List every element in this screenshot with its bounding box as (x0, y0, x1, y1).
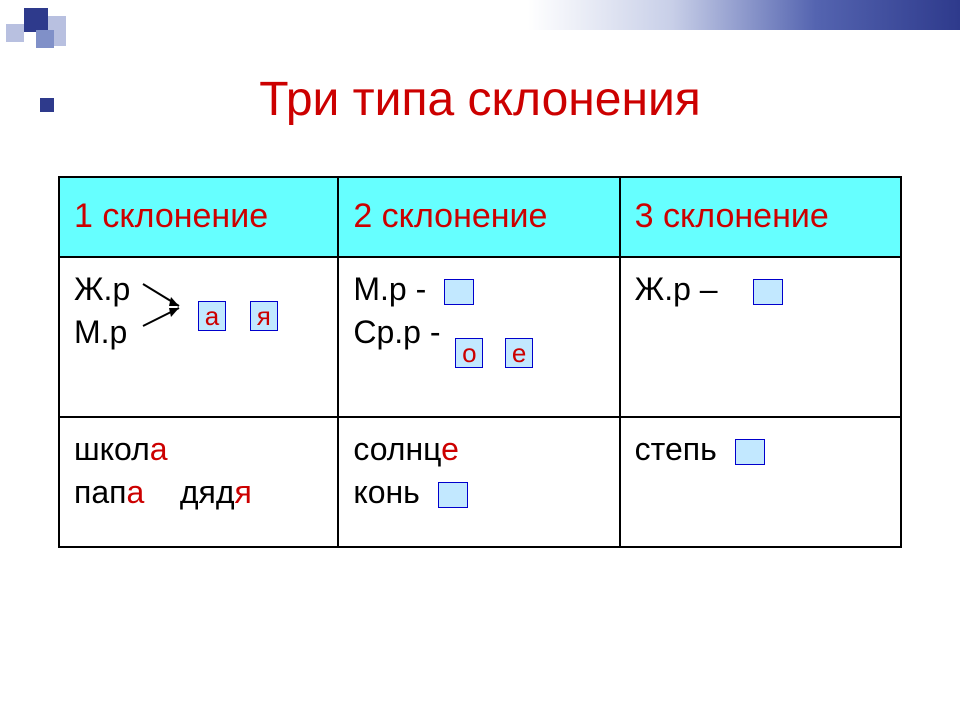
ending-chip: е (505, 338, 533, 368)
word: конь (353, 474, 420, 510)
table-rules-row: Ж.р М.р а я М.р - Ср.р - (59, 257, 901, 417)
word-ending: а (126, 474, 144, 510)
word-stem: пап (74, 474, 126, 510)
word-ending: е (441, 431, 459, 467)
rules-cell-3: Ж.р – (620, 257, 901, 417)
slide-title: Три типа склонения (0, 72, 960, 127)
rules-cell-1: Ж.р М.р а я (59, 257, 338, 417)
word-stem: солнц (353, 431, 441, 467)
word-ending: я (234, 474, 251, 510)
header-cell-3: 3 склонение (620, 177, 901, 257)
ending-chip: я (250, 301, 278, 331)
decor-square (36, 30, 54, 48)
ending-chip: а (198, 301, 226, 331)
examples-cell-1: школа папа дядя (59, 417, 338, 547)
gender-label: М.р (74, 314, 127, 350)
arrows-icon (139, 266, 189, 342)
ending-chip: о (455, 338, 483, 368)
decor-square (24, 8, 48, 32)
examples-cell-3: степь (620, 417, 901, 547)
header-cell-1: 1 склонение (59, 177, 338, 257)
gender-label: Ж.р – (635, 271, 718, 307)
top-gradient-bar (0, 0, 960, 30)
gender-label: М.р - (353, 271, 426, 307)
word-ending: а (150, 431, 168, 467)
gender-label: Ж.р (74, 271, 130, 307)
table-examples-row: школа папа дядя солнце конь степь (59, 417, 901, 547)
empty-ending-chip (735, 439, 765, 465)
empty-ending-chip (444, 279, 474, 305)
examples-cell-2: солнце конь (338, 417, 619, 547)
table-header-row: 1 склонение 2 склонение 3 склонение (59, 177, 901, 257)
word-stem: школ (74, 431, 150, 467)
decor-square (54, 34, 66, 46)
declension-table: 1 склонение 2 склонение 3 склонение Ж.р … (58, 176, 902, 548)
empty-ending-chip (438, 482, 468, 508)
gender-label: Ср.р - (353, 314, 440, 350)
header-cell-2: 2 склонение (338, 177, 619, 257)
decor-square (6, 24, 24, 42)
empty-ending-chip (753, 279, 783, 305)
word: степь (635, 431, 717, 467)
rules-cell-2: М.р - Ср.р - о е (338, 257, 619, 417)
word-stem: дяд (180, 474, 235, 510)
